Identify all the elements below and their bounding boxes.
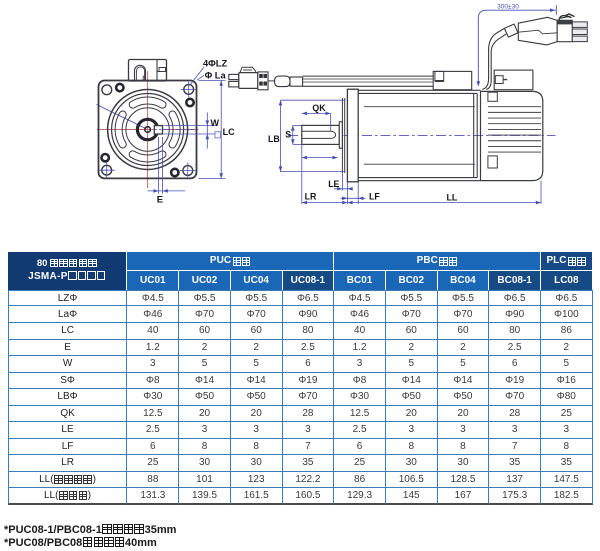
svg-text:E: E [157, 194, 164, 205]
svg-text:W: W [211, 118, 220, 128]
svg-text:QK: QK [312, 103, 326, 113]
svg-text:LL: LL [447, 192, 458, 202]
svg-text:Φ La: Φ La [205, 71, 227, 81]
svg-text:300±30: 300±30 [497, 3, 519, 10]
svg-text:LC: LC [223, 127, 235, 137]
svg-text:S: S [285, 129, 291, 139]
svg-text:LE: LE [328, 179, 339, 189]
svg-text:LR: LR [305, 192, 317, 202]
svg-text:4ΦLZ: 4ΦLZ [203, 58, 227, 68]
svg-text:LB: LB [268, 134, 280, 144]
svg-text:LF: LF [369, 192, 380, 202]
